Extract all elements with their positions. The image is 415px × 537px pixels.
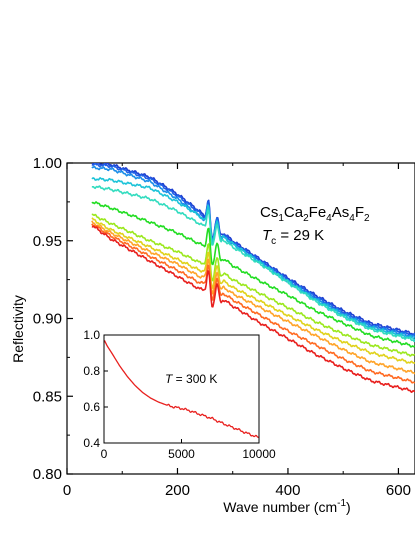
inset-axis-ticks: 0 5000 10000 0.4 0.6 0.8 1.0: [83, 328, 276, 461]
reflectivity-series-line: [91, 225, 415, 393]
y-axis-label: Reflectivity: [10, 295, 26, 363]
x-tick-label: 200: [165, 482, 190, 499]
x-tick-label: 600: [386, 482, 411, 499]
y-tick-label: 0.90: [33, 311, 62, 328]
y-tick-label: 0.85: [33, 388, 62, 405]
reflectivity-series-line: [91, 177, 415, 341]
inset-y-tick-label: 0.8: [83, 364, 100, 378]
tc-annotation: Tc = 29 K: [262, 227, 324, 247]
main-series-group: [91, 163, 415, 393]
x-tick-label: 0: [63, 482, 71, 499]
y-tick-label: 1.00: [33, 155, 62, 172]
reflectivity-series-line: [91, 185, 415, 343]
inset-background: [104, 335, 259, 443]
y-tick-label: 0.80: [33, 466, 62, 483]
reflectivity-series-line: [91, 201, 415, 348]
inset-y-tick-label: 1.0: [83, 328, 100, 342]
y-tick-label: 0.95: [33, 233, 62, 250]
inset-y-tick-label: 0.6: [83, 400, 100, 414]
reflectivity-series-line: [91, 163, 415, 336]
reflectivity-series-line: [91, 213, 415, 357]
inset-x-tick-label: 5000: [168, 447, 195, 461]
inset-temperature-annotation: T = 300 K: [165, 372, 217, 386]
reflectivity-series-line: [91, 220, 415, 375]
inset-x-tick-label: 0: [101, 447, 108, 461]
reflectivity-series-line: [91, 217, 415, 365]
reflectivity-series-line: [91, 163, 415, 337]
x-axis-label: Wave number (cm-1): [223, 498, 350, 515]
compound-annotation: Cs1Ca2Fe4As4F2: [260, 204, 370, 224]
inset-series-line: [103, 340, 259, 438]
inset-x-tick-label: 10000: [242, 447, 276, 461]
reflectivity-series-line: [91, 223, 415, 384]
x-tick-label: 400: [275, 482, 300, 499]
inset-series-group: [103, 340, 259, 438]
inset-y-tick-label: 0.4: [83, 436, 100, 450]
